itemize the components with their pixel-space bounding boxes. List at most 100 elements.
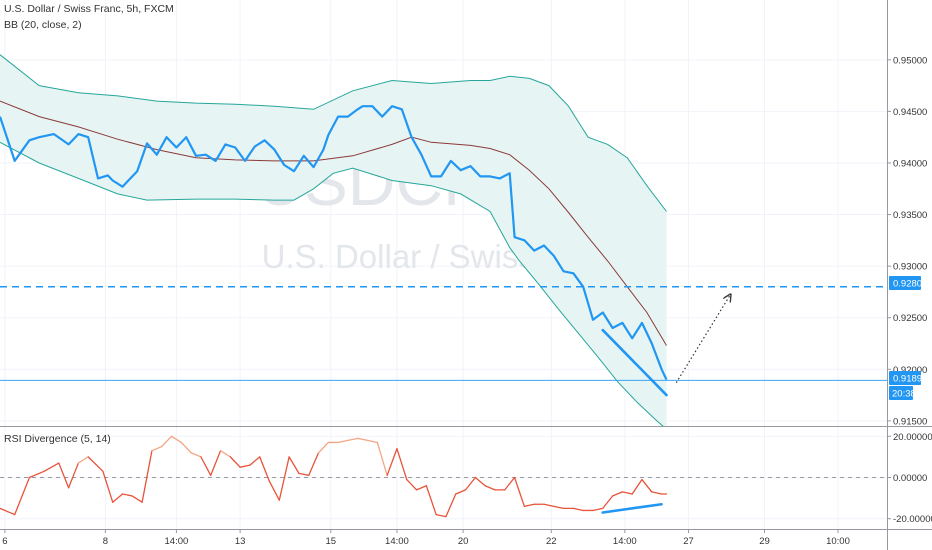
rsi-line-segment[interactable] [445, 493, 457, 518]
rsi-line-segment[interactable] [200, 456, 212, 477]
rsi-line-segment[interactable] [87, 456, 104, 472]
rsi-line-segment[interactable] [288, 456, 300, 475]
rsi-line-segment[interactable] [278, 456, 290, 501]
rsi-pane[interactable] [0, 427, 887, 529]
rsi-line-segment[interactable] [415, 485, 427, 491]
rsi-line-segment[interactable] [376, 441, 388, 477]
last-price-badge: 0.91893 [889, 371, 927, 385]
rsi-line-segment[interactable] [308, 452, 320, 477]
time-axis[interactable]: 6 8 14:00 13 15 14:00 20 22 14:00 27 29 10:00 [2, 529, 850, 547]
bollinger-upper-band[interactable] [0, 54, 667, 212]
rsi-line-segment[interactable] [141, 450, 153, 503]
rsi-line-segment[interactable] [641, 478, 653, 493]
rsi-line-segment[interactable] [621, 491, 633, 495]
rsi-line-segment[interactable] [77, 456, 89, 464]
rsi-line-segment[interactable] [504, 476, 516, 491]
time-tick-label: 10:00 [826, 536, 850, 547]
rsi-line-segment[interactable] [112, 493, 124, 503]
rsi-line-segment[interactable] [386, 447, 398, 477]
rsi-line-segment[interactable] [523, 503, 535, 507]
rsi-line-segment[interactable] [337, 439, 349, 444]
rsi-line-segment[interactable] [121, 493, 133, 497]
rsi-indicator-label[interactable]: RSI Divergence (5, 14) [4, 433, 111, 445]
rsi-line-segment[interactable] [651, 491, 663, 495]
rsi-line-segment[interactable] [210, 450, 222, 477]
rsi-line-segment[interactable] [298, 472, 310, 477]
time-tick-label: 6 [2, 536, 7, 547]
rsi-line-segment[interactable] [406, 478, 418, 491]
rsi-tick-label: -20.00000 [893, 514, 932, 525]
price-tick-label: 0.91500 [893, 416, 927, 427]
time-tick-label: 14:00 [613, 536, 637, 547]
rsi-line-segment[interactable] [14, 476, 31, 516]
rsi-line-segment[interactable] [455, 489, 467, 495]
rsi-line-segment[interactable] [396, 447, 408, 481]
price-tick-label: 0.94000 [893, 158, 927, 169]
price-axis[interactable]: 0.95000 0.94500 0.94000 0.93500 0.93000 0.925… [887, 55, 927, 427]
rsi-axis[interactable]: 20.00000 0.00000 -20.00000 [887, 432, 932, 525]
rsi-line-segment[interactable] [347, 437, 359, 442]
rsi-line-segment[interactable] [484, 485, 496, 491]
rsi-line-segment[interactable] [161, 435, 173, 448]
countdown-label: 20:38 [892, 389, 916, 400]
rsi-line-segment[interactable] [611, 491, 624, 497]
rsi-line-segment[interactable] [190, 452, 202, 458]
rsi-line-segment[interactable] [0, 507, 16, 516]
rsi-line-segment[interactable] [592, 507, 604, 512]
rsi-line-segment[interactable] [464, 476, 477, 491]
time-tick-label: 27 [683, 536, 694, 547]
price-tick-label: 0.92000 [893, 365, 927, 376]
rsi-trendline[interactable] [601, 502, 663, 514]
rsi-line-segment[interactable] [543, 503, 555, 507]
price-tick-label: 0.92500 [893, 313, 927, 324]
rsi-line-segment[interactable] [474, 476, 486, 487]
rsi-line-segment[interactable] [602, 495, 614, 510]
price-tick-label: 0.94500 [893, 107, 927, 118]
rsi-line-segment[interactable] [28, 470, 45, 479]
rsi-line-segment[interactable] [131, 495, 143, 503]
price-tick-label: 0.95000 [893, 55, 927, 66]
time-tick-label: 20 [458, 536, 469, 547]
time-tick-label: 13 [235, 536, 246, 547]
rsi-line-segment[interactable] [170, 435, 182, 444]
rsi-line-segment[interactable] [357, 437, 369, 442]
rsi-line-segment[interactable] [435, 513, 447, 518]
bb-indicator-label[interactable]: BB (20, close, 2) [4, 19, 82, 31]
bollinger-lower-band[interactable] [0, 141, 667, 429]
rsi-line-segment[interactable] [249, 456, 261, 466]
time-tick-label: 8 [103, 536, 108, 547]
price-trendline[interactable] [601, 328, 668, 397]
bollinger-band-fill [0, 54, 667, 426]
price-line[interactable] [0, 105, 668, 381]
rsi-line-segment[interactable] [366, 439, 378, 444]
time-tick-label: 29 [759, 536, 770, 547]
last-price-label: 0.91893 [893, 374, 927, 385]
rsi-line-segment[interactable] [239, 464, 251, 468]
rsi-line-segment[interactable] [58, 462, 70, 489]
rsi-line-segment[interactable] [572, 507, 584, 512]
rsi-line-segment[interactable] [229, 456, 241, 468]
rsi-line-segment[interactable] [67, 462, 80, 489]
rsi-line-segment[interactable] [553, 505, 565, 510]
rsi-line-segment[interactable] [43, 462, 60, 472]
chart-title[interactable]: U.S. Dollar / Swiss Franc, 5h, FXCM [4, 3, 174, 15]
price-series-group [0, 54, 887, 429]
countdown-badge: 20:38 [889, 386, 916, 400]
rsi-line-segment[interactable] [631, 478, 643, 495]
rsi-line-segment[interactable] [259, 456, 271, 483]
rsi-line-segment[interactable] [513, 476, 526, 507]
projection-arrow[interactable] [675, 295, 730, 383]
rsi-line-segment[interactable] [180, 441, 192, 454]
time-tick-label: 14:00 [385, 536, 409, 547]
rsi-line-segment[interactable] [151, 445, 163, 452]
rsi-line-segment[interactable] [219, 450, 231, 458]
price-tick-label: 0.93500 [893, 210, 927, 221]
time-tick-label: 14:00 [165, 536, 189, 547]
rsi-line-segment[interactable] [317, 441, 329, 454]
price-pane[interactable] [0, 0, 887, 426]
rsi-tick-label: 0.00000 [893, 473, 927, 484]
rsi-line-segment[interactable] [425, 485, 437, 516]
rsi-line-segment[interactable] [102, 470, 114, 503]
rsi-line-segment[interactable] [268, 480, 280, 501]
